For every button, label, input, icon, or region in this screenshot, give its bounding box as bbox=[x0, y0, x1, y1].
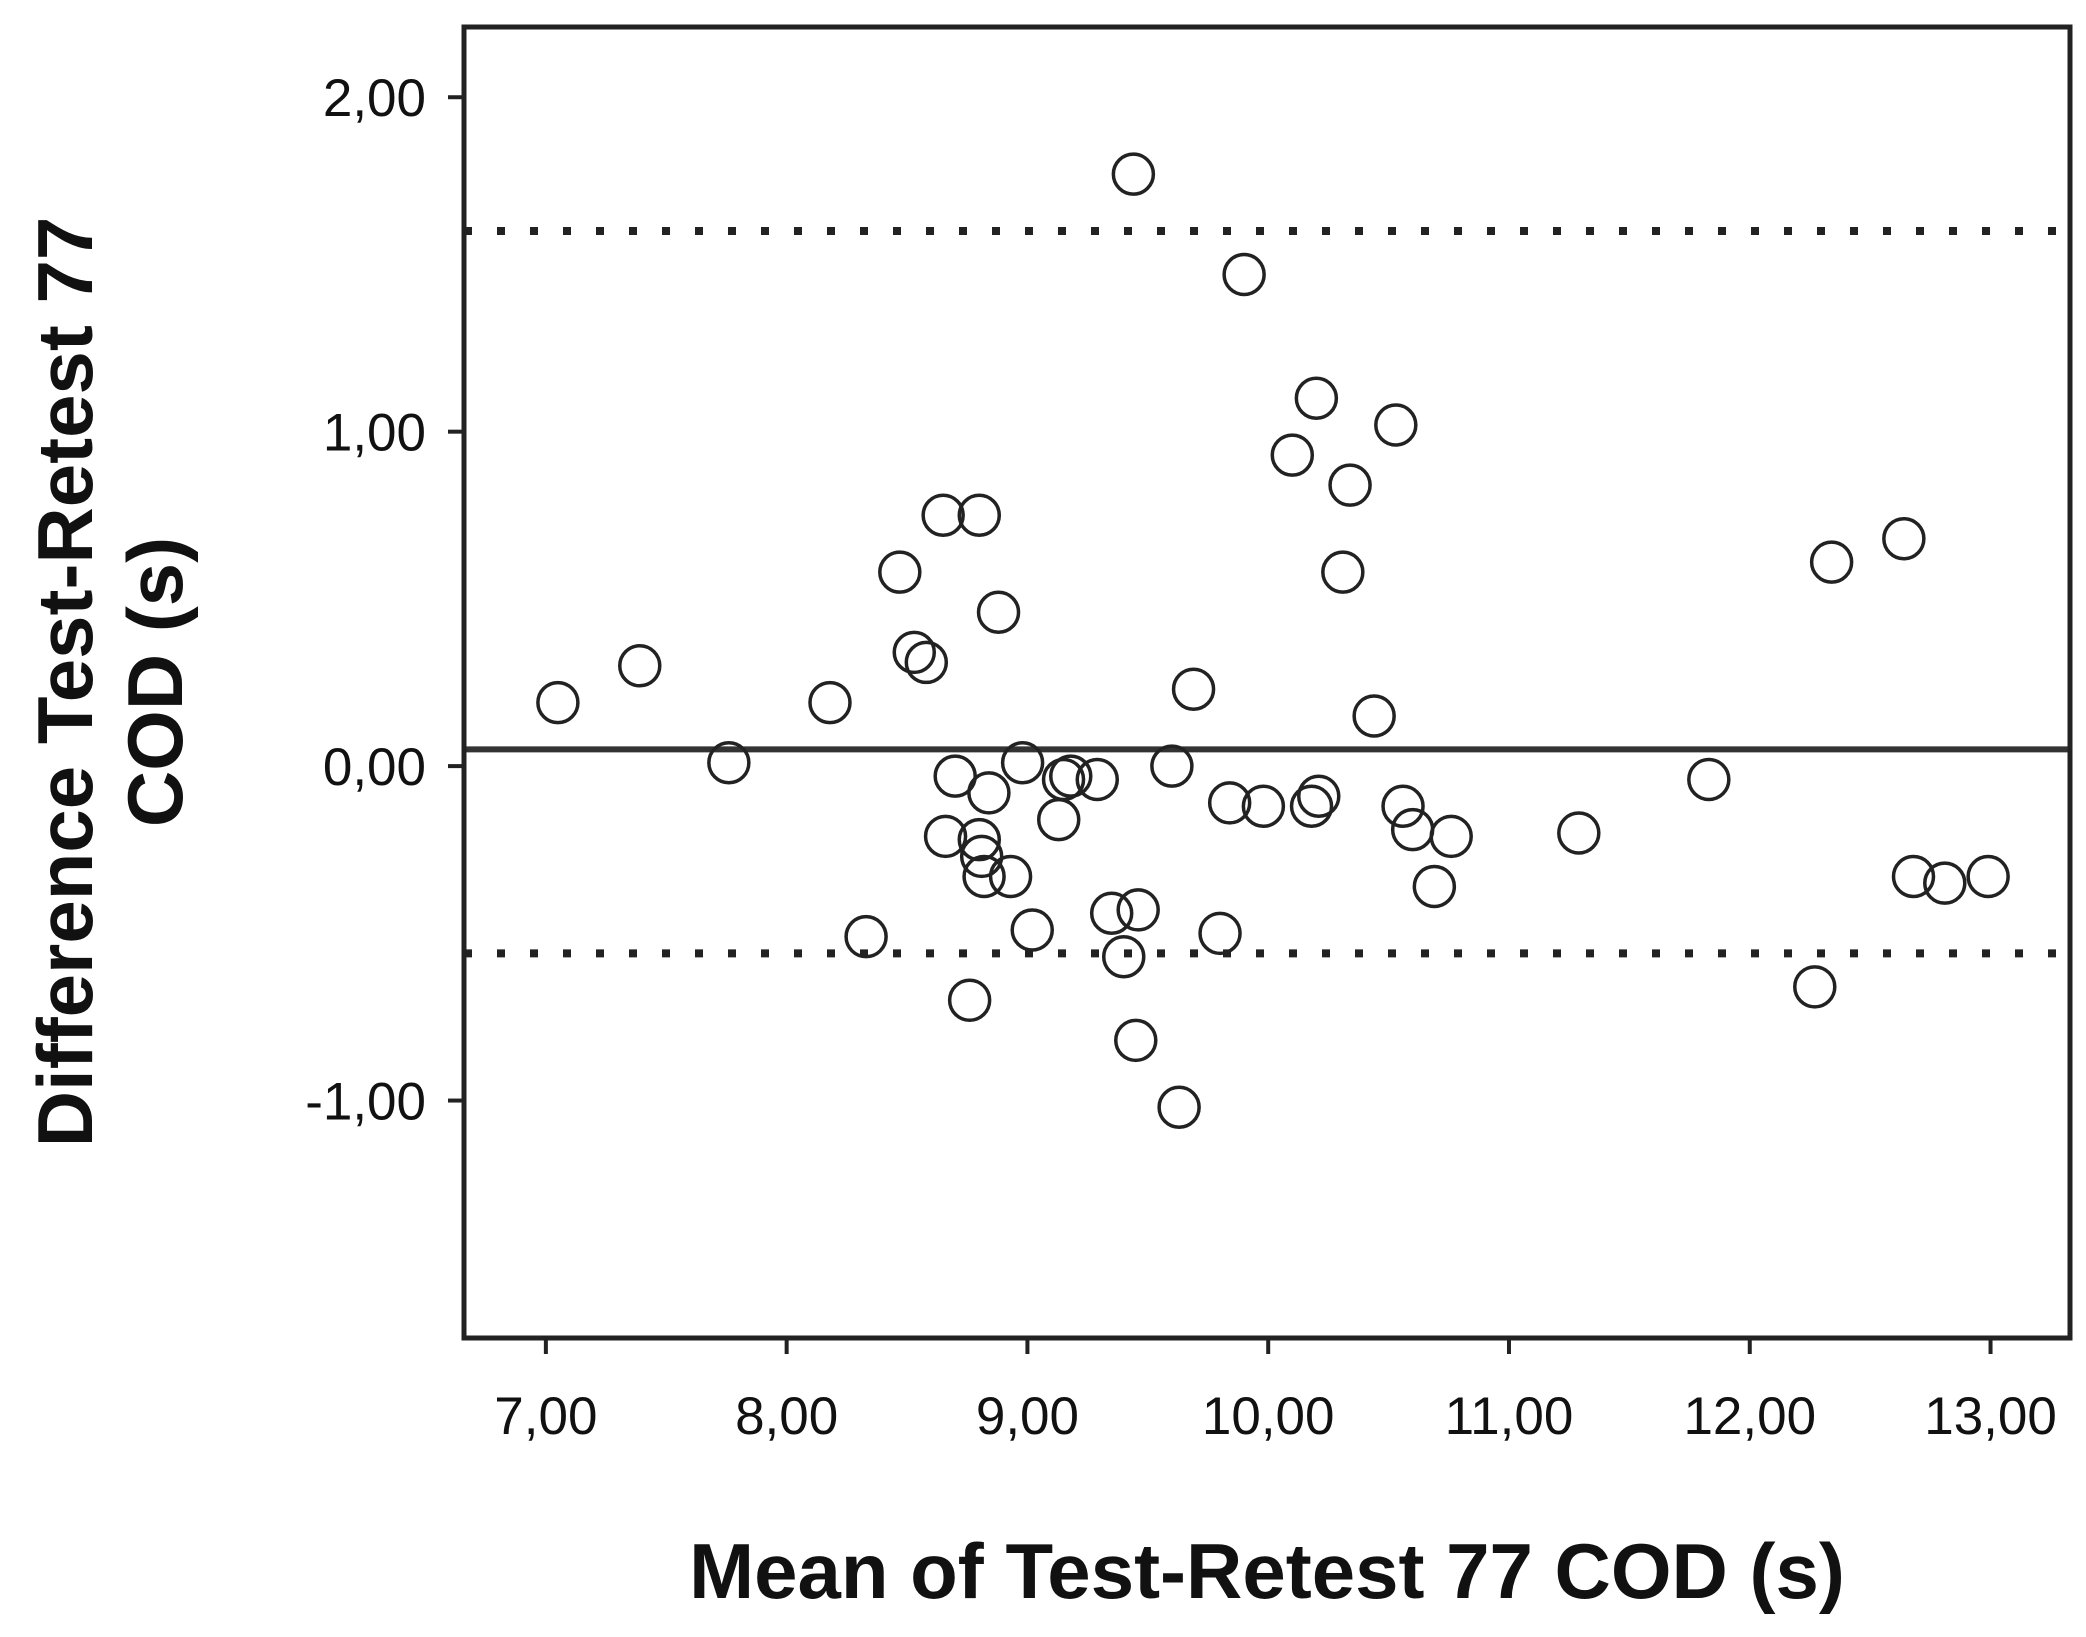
data-point bbox=[844, 914, 888, 959]
data-point bbox=[962, 854, 1006, 899]
data-point bbox=[878, 550, 922, 594]
data-point bbox=[957, 493, 1002, 538]
data-point bbox=[1294, 376, 1339, 420]
data-point bbox=[1381, 784, 1425, 828]
data-point bbox=[808, 680, 852, 725]
data-point bbox=[536, 680, 580, 725]
data-point bbox=[1049, 754, 1093, 798]
data-point bbox=[1297, 774, 1341, 818]
data-point bbox=[1923, 861, 1967, 905]
y-tick-label: 0,00 bbox=[323, 738, 426, 797]
data-point bbox=[618, 644, 662, 688]
x-axis: 7,00 8,00 9,00 10,00 11,00 12,00 13,00 bbox=[494, 1338, 2057, 1446]
data-point bbox=[1010, 908, 1054, 952]
data-point bbox=[707, 741, 751, 785]
x-tick-label: 12,00 bbox=[1683, 1387, 1816, 1446]
y-tick-label: -1,00 bbox=[305, 1073, 426, 1132]
data-point bbox=[1412, 864, 1457, 909]
data-point bbox=[1101, 934, 1146, 979]
data-point bbox=[1966, 854, 2010, 899]
data-point bbox=[1222, 252, 1266, 297]
data-point bbox=[988, 854, 1033, 899]
data-point bbox=[1089, 891, 1134, 936]
x-tick-label: 10,00 bbox=[1202, 1387, 1335, 1446]
data-point bbox=[923, 814, 968, 859]
data-point bbox=[967, 771, 1011, 815]
y-tick-label: 1,00 bbox=[323, 404, 426, 463]
data-point bbox=[1429, 814, 1473, 859]
data-point bbox=[959, 834, 1004, 879]
x-tick-label: 7,00 bbox=[494, 1387, 597, 1446]
data-point bbox=[904, 640, 949, 685]
data-point bbox=[1352, 694, 1396, 738]
data-point bbox=[1116, 888, 1160, 932]
data-point bbox=[1207, 781, 1252, 825]
y-axis-title-line-2: COD (s) bbox=[111, 537, 199, 827]
data-point bbox=[1891, 854, 1936, 899]
data-point bbox=[1041, 757, 1086, 802]
y-axis: 2,00 1,00 0,00 -1,00 bbox=[305, 69, 464, 1132]
data-point bbox=[976, 590, 1021, 635]
data-point bbox=[957, 817, 1002, 862]
data-point bbox=[1882, 516, 1926, 561]
data-point bbox=[1150, 744, 1194, 788]
data-points bbox=[536, 152, 2010, 1129]
data-point bbox=[1198, 911, 1242, 956]
data-point bbox=[1000, 741, 1045, 785]
data-point bbox=[1687, 757, 1731, 802]
data-point bbox=[1157, 1085, 1201, 1129]
reference-lines bbox=[464, 227, 2070, 958]
data-point bbox=[921, 493, 965, 538]
x-tick-label: 13,00 bbox=[1924, 1387, 2057, 1446]
data-point bbox=[1793, 965, 1837, 1009]
data-point bbox=[1111, 152, 1156, 196]
data-point bbox=[1241, 784, 1286, 828]
y-tick-label: 2,00 bbox=[323, 69, 426, 128]
data-point bbox=[1374, 403, 1418, 447]
y-axis-title-line-1: Difference Test-Retest 77 bbox=[21, 217, 109, 1148]
x-tick-label: 8,00 bbox=[735, 1387, 838, 1446]
x-tick-label: 11,00 bbox=[1445, 1387, 1574, 1446]
data-point bbox=[1557, 811, 1601, 855]
data-point bbox=[1270, 433, 1315, 477]
data-point bbox=[1328, 463, 1372, 507]
data-point bbox=[1114, 1018, 1158, 1063]
data-point bbox=[1171, 667, 1216, 711]
x-tick-label: 9,00 bbox=[976, 1387, 1079, 1446]
data-point bbox=[1075, 757, 1120, 802]
data-point bbox=[1289, 784, 1334, 828]
data-point bbox=[1321, 550, 1365, 594]
data-point bbox=[892, 630, 937, 675]
x-axis-title: Mean of Test-Retest 77 COD (s) bbox=[689, 1527, 1845, 1615]
data-point bbox=[1809, 540, 1854, 584]
data-point bbox=[947, 978, 992, 1022]
